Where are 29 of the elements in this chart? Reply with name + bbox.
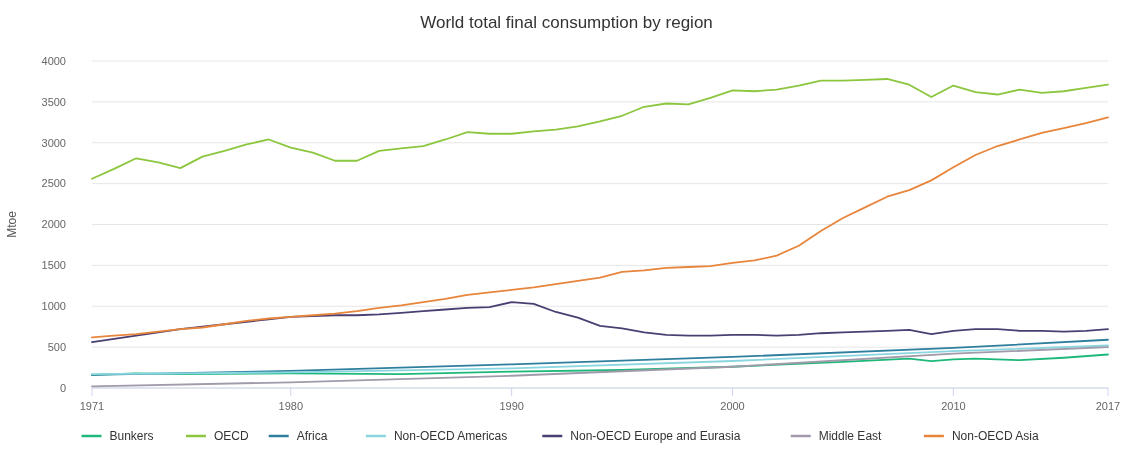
- legend-label: Bunkers: [109, 429, 154, 444]
- y-tick-label: 1500: [41, 259, 66, 272]
- x-tick-label: 1990: [499, 400, 524, 412]
- x-tick-label: 2017: [1095, 400, 1121, 412]
- line-series: [91, 338, 1109, 376]
- y-tick-label: 2000: [41, 218, 66, 231]
- x-tick-label: 1980: [278, 400, 304, 412]
- y-tick-label: 3500: [41, 95, 66, 108]
- line-series: [91, 116, 1109, 339]
- y-tick-label: 0: [59, 381, 66, 394]
- legend-label: Middle East: [818, 429, 883, 444]
- line-series: [91, 301, 1109, 344]
- chart-title: World total final consumption by region: [420, 13, 713, 32]
- line-series: [91, 78, 1109, 180]
- y-tick-label: 2500: [41, 177, 66, 190]
- y-tick-label: 1000: [41, 300, 66, 313]
- x-tick-label: 1971: [79, 400, 105, 412]
- y-tick-label: 3000: [41, 136, 66, 149]
- legend-label: Non-OECD Americas: [393, 429, 508, 444]
- y-tick-label: 4000: [41, 54, 66, 67]
- y-tick-label: 500: [47, 340, 66, 353]
- legend-label: Non-OECD Europe and Eurasia: [570, 429, 741, 444]
- line-series: [91, 344, 1109, 375]
- legend-label: Africa: [296, 429, 328, 444]
- legend-label: OECD: [213, 429, 249, 444]
- x-tick-label: 2000: [720, 400, 745, 412]
- y-axis-title: Mtoe: [5, 210, 19, 238]
- legend-label: Non-OECD Asia: [951, 429, 1039, 444]
- x-tick-label: 2010: [941, 400, 966, 412]
